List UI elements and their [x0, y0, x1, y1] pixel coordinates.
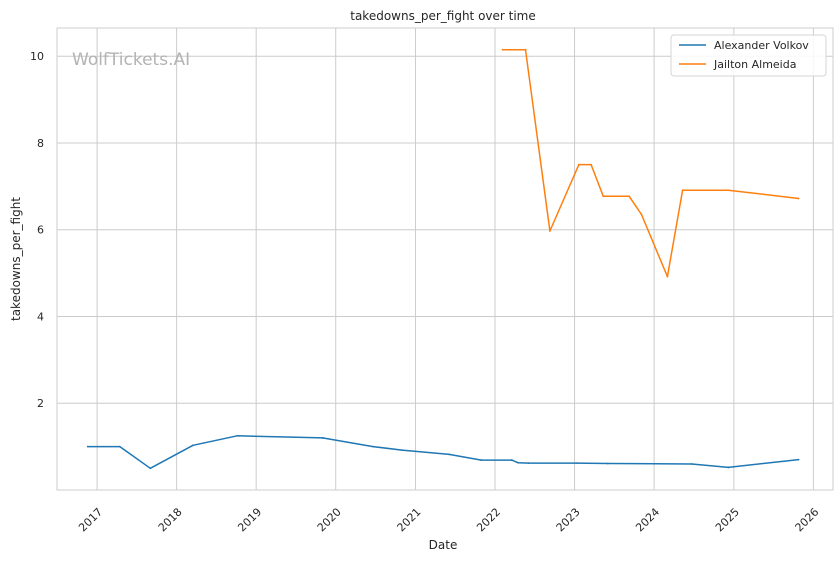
watermark: WolfTickets.AI	[72, 50, 190, 70]
data-point-alexander-volkov	[321, 437, 324, 439]
y-tick-label: 2	[37, 397, 44, 410]
y-axis-label: takedowns_per_fight	[9, 197, 23, 321]
y-tick-label: 8	[37, 137, 44, 150]
data-point-jailton-almeida	[524, 48, 527, 51]
data-point-alexander-volkov	[86, 445, 89, 448]
data-point-alexander-volkov	[118, 445, 121, 448]
data-point-jailton-almeida	[797, 197, 800, 200]
data-point-alexander-volkov	[510, 459, 513, 461]
data-point-alexander-volkov	[516, 461, 519, 464]
data-point-jailton-almeida	[727, 189, 730, 192]
legend-label-volkov: Alexander Volkov	[714, 39, 809, 52]
series-line-alexander-volkov	[87, 435, 799, 470]
data-point-jailton-almeida	[666, 275, 669, 278]
plot-frame	[56, 27, 834, 491]
data-point-alexander-volkov	[576, 462, 579, 465]
y-tick-label: 6	[37, 224, 44, 237]
data-point-jailton-almeida	[628, 195, 631, 198]
data-point-alexander-volkov	[149, 467, 152, 470]
data-point-alexander-volkov	[527, 462, 530, 465]
data-point-alexander-volkov	[797, 458, 800, 461]
data-point-jailton-almeida	[501, 48, 504, 51]
data-point-alexander-volkov	[480, 459, 483, 461]
data-point-alexander-volkov	[690, 463, 693, 465]
y-tick-label: 10	[30, 50, 44, 63]
data-point-alexander-volkov	[401, 449, 403, 451]
data-point-alexander-volkov	[606, 462, 609, 465]
data-point-jailton-almeida	[602, 195, 605, 198]
chart-title: takedowns_per_fight over time	[350, 9, 536, 23]
data-point-jailton-almeida	[590, 163, 593, 166]
data-point-alexander-volkov	[448, 453, 451, 456]
data-point-jailton-almeida	[640, 213, 643, 216]
series-line-jailton-almeida	[502, 48, 799, 278]
legend-box	[670, 34, 827, 77]
legend-label-almeida: Jailton Almeida	[713, 58, 796, 71]
series-layer	[86, 48, 800, 470]
y-tick-label: 4	[37, 310, 44, 323]
grid	[57, 28, 833, 490]
legend: Alexander Volkov Jailton Almeida	[670, 34, 827, 77]
x-axis-label: Date	[429, 538, 458, 552]
data-point-alexander-volkov	[236, 434, 239, 437]
data-point-jailton-almeida	[549, 230, 551, 232]
data-point-jailton-almeida	[578, 163, 580, 166]
data-point-alexander-volkov	[727, 466, 730, 469]
data-point-alexander-volkov	[192, 444, 194, 447]
data-point-alexander-volkov	[372, 445, 374, 448]
data-point-jailton-almeida	[681, 189, 684, 192]
